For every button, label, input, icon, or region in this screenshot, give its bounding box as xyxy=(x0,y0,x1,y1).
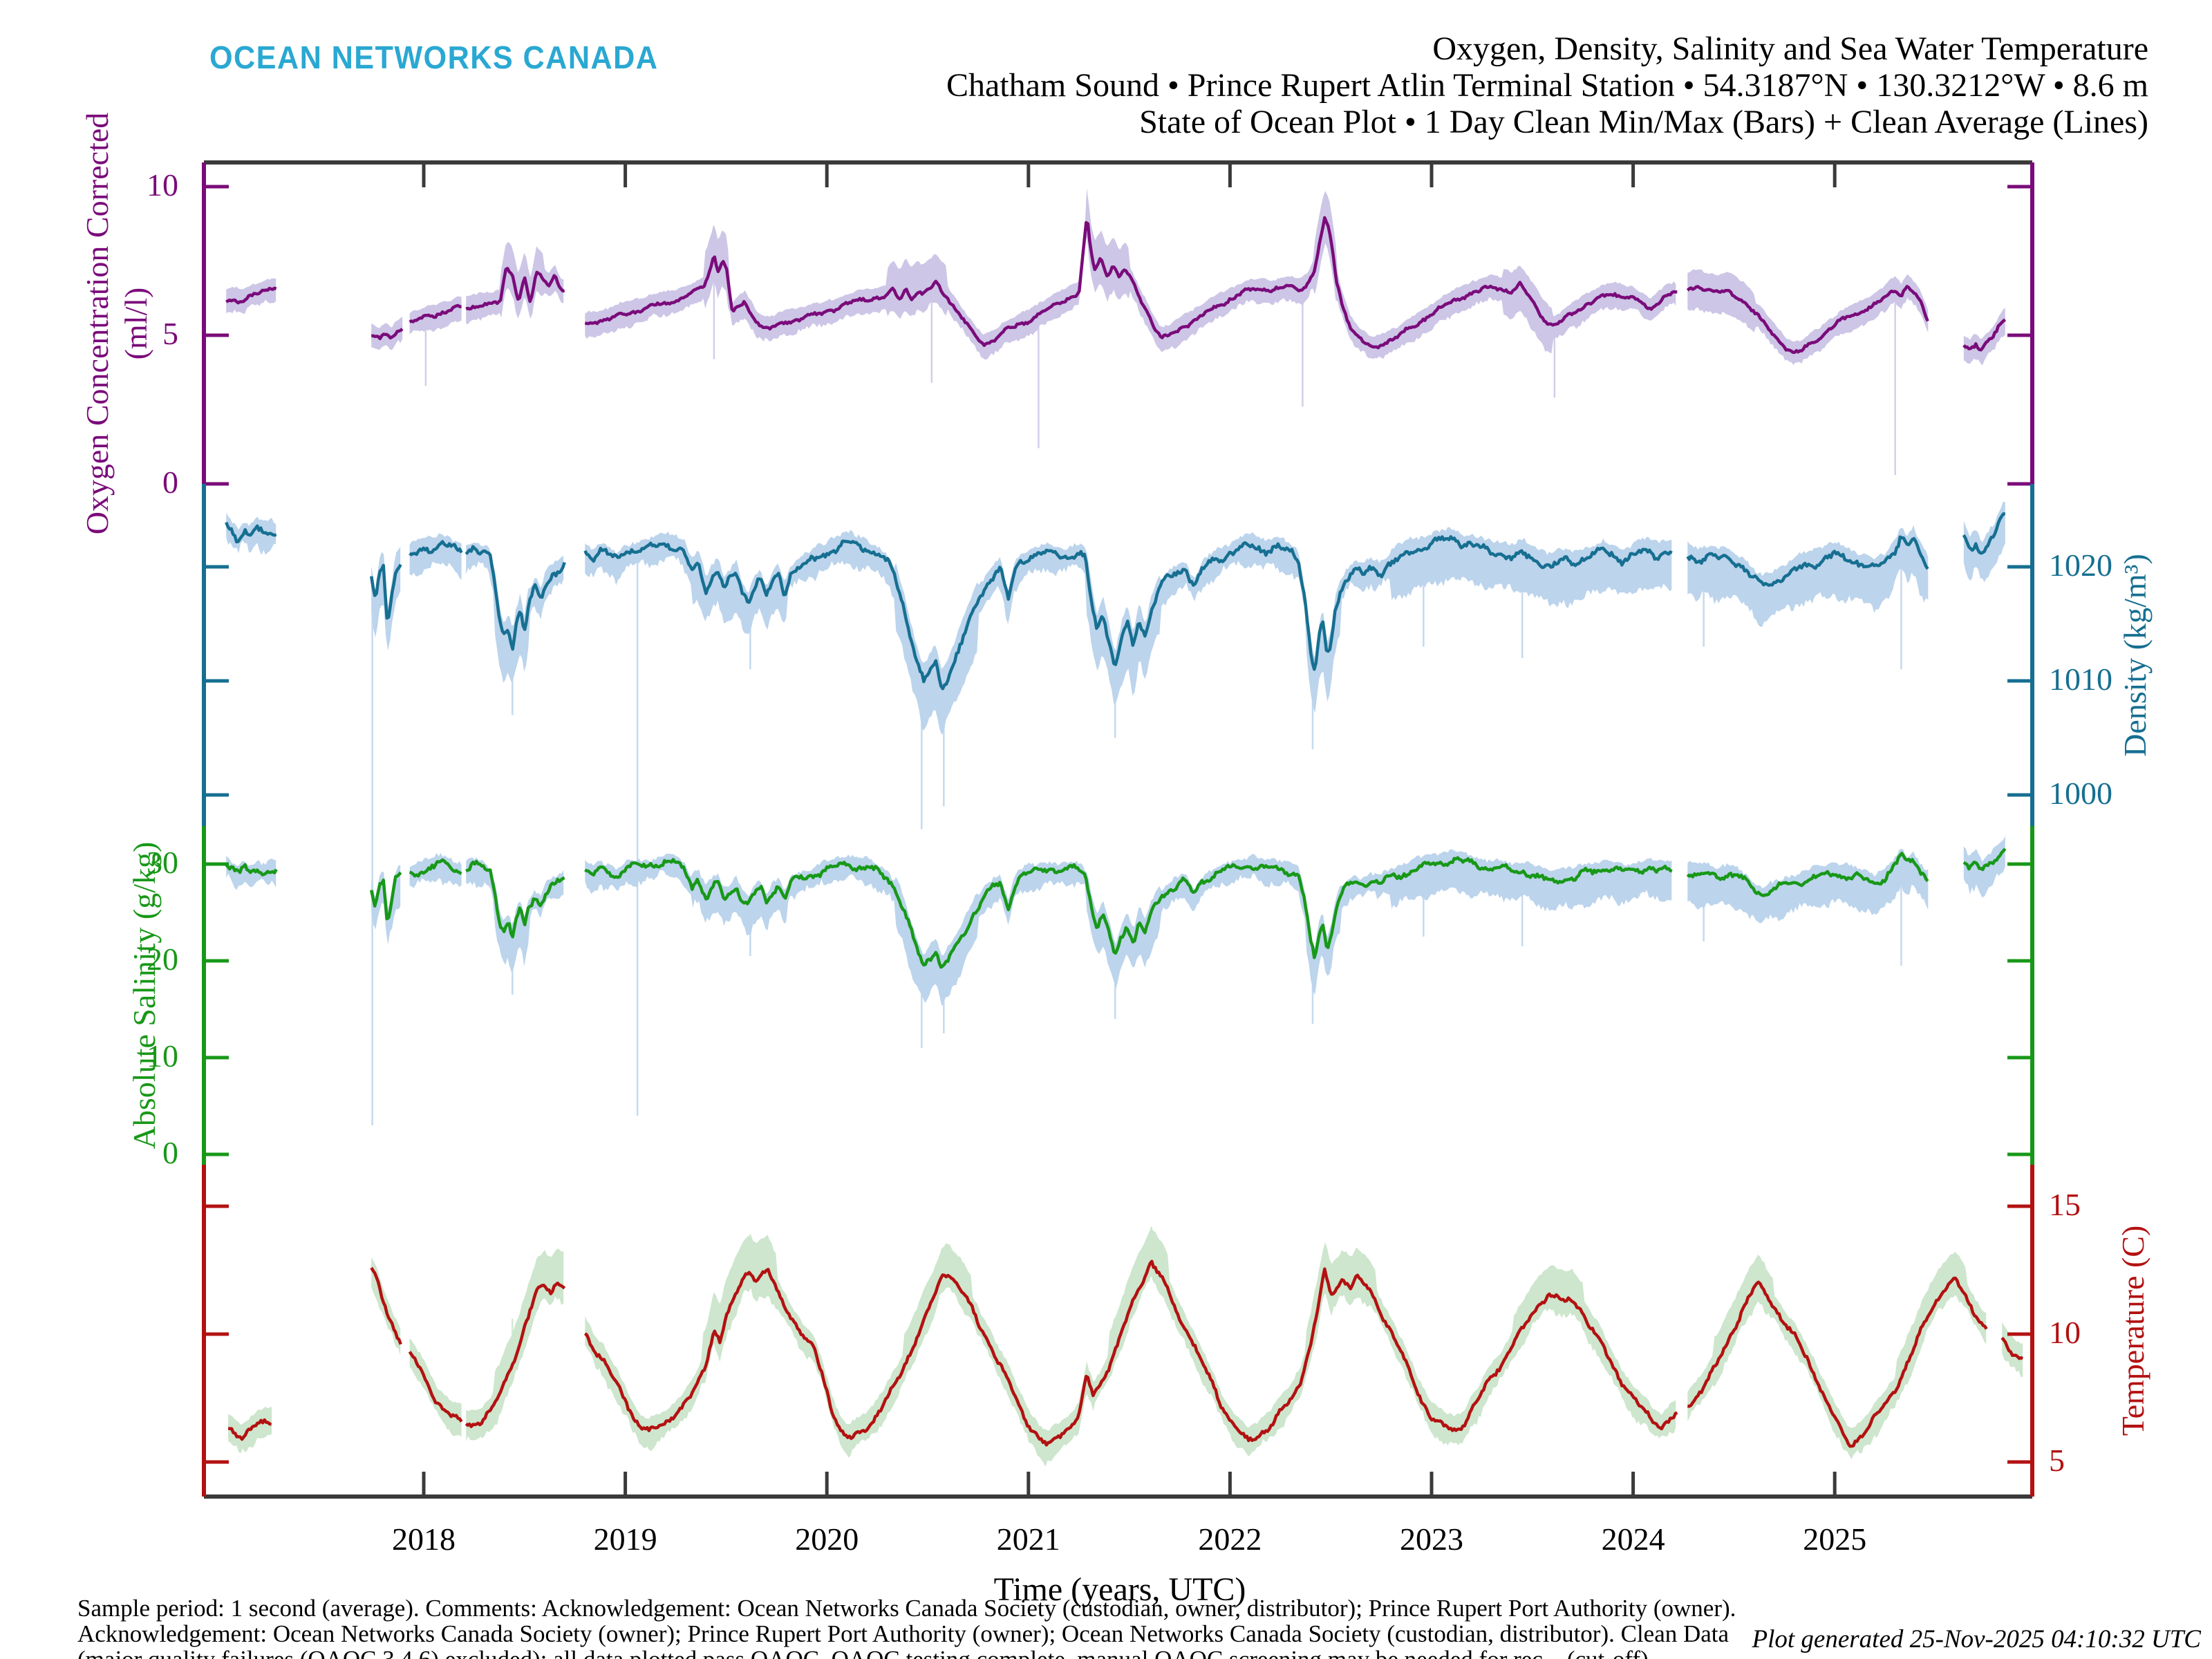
plot-frame xyxy=(202,160,2034,1499)
year-tick-label: 2024 xyxy=(1601,1521,1665,1557)
temperature-average-line xyxy=(2000,1336,2023,1360)
year-tick-label: 2025 xyxy=(1803,1521,1867,1557)
year-tick-label: 2019 xyxy=(593,1521,657,1557)
temperature-average-line xyxy=(1687,1276,1988,1448)
salinity-average-line xyxy=(409,858,462,878)
footer-line3: (major quality failures (QAQC 3,4,6) exc… xyxy=(77,1647,1736,1659)
oxygen-tick-label: 0 xyxy=(162,465,178,500)
salinity-tick-label: 0 xyxy=(162,1135,178,1170)
density-average-line xyxy=(369,563,402,620)
oxygen-tick-label: 5 xyxy=(162,316,178,351)
salinity-tick-label: 20 xyxy=(147,941,178,977)
density-minmax-band xyxy=(1687,525,1929,627)
oxygen-average-line xyxy=(1962,318,2007,352)
temperature-tick-label: 10 xyxy=(2049,1315,2081,1350)
plot-generated-timestamp: Plot generated 25-Nov-2025 04:10:32 UTC xyxy=(1752,1625,2201,1653)
density-average-line xyxy=(465,545,566,651)
density-average-line xyxy=(409,540,463,556)
plot-title-line3: State of Ocean Plot • 1 Day Clean Min/Ma… xyxy=(1139,104,2148,140)
plot-title-line1: Oxygen, Density, Salinity and Sea Water … xyxy=(1432,30,2148,67)
density-minmax-band xyxy=(1963,501,2005,583)
oxygen-axis-unit: (ml/l) xyxy=(118,287,153,359)
plot-title-block: Oxygen, Density, Salinity and Sea Water … xyxy=(946,30,2148,140)
x-axis-label: Time (years, UTC) xyxy=(993,1571,1246,1608)
temperature-minmax-band xyxy=(1687,1251,1987,1459)
temperature-minmax-band xyxy=(585,1226,1676,1467)
salinity-series xyxy=(225,836,2007,1125)
salinity-average-line xyxy=(465,859,565,939)
salinity-average-line xyxy=(584,856,1673,969)
temperature-average-line xyxy=(227,1418,272,1441)
plot-title-line2: Chatham Sound • Prince Rupert Atlin Term… xyxy=(946,67,2148,104)
temperature-series xyxy=(227,1226,2023,1467)
density-tick-label: 1000 xyxy=(2049,776,2112,811)
density-axis-label: Density (kg/m³) xyxy=(2117,553,2153,757)
density-average-line xyxy=(1686,535,1929,587)
salinity-average-line xyxy=(369,871,402,921)
temperature-minmax-band xyxy=(466,1248,564,1441)
salinity-average-line xyxy=(1686,852,1929,897)
salinity-minmax-band xyxy=(466,857,564,973)
density-average-line xyxy=(583,535,1673,691)
density-average-line xyxy=(1962,512,2005,555)
oxygen-average-line xyxy=(225,286,277,305)
salinity-average-line xyxy=(225,863,278,877)
oxygen-minmax-band xyxy=(1687,269,1929,365)
oxygen-average-line xyxy=(584,216,1678,350)
temperature-average-line xyxy=(583,1259,1678,1447)
temperature-average-line xyxy=(370,1266,402,1345)
density-series xyxy=(225,501,2005,909)
oxygen-average-line xyxy=(1686,285,1929,354)
temperature-tick-label: 5 xyxy=(2049,1443,2065,1478)
density-tick-label: 1020 xyxy=(2049,547,2112,583)
salinity-minmax-band xyxy=(585,849,1672,1006)
onc-logo: OCEAN NETWORKS CANADA xyxy=(209,39,659,75)
year-tick-label: 2023 xyxy=(1400,1521,1463,1557)
density-minmax-band xyxy=(466,543,564,684)
oxygen-axis-label: Oxygen Concentration Corrected xyxy=(79,112,115,534)
oxygen-average-line xyxy=(465,267,565,311)
oxygen-minmax-band xyxy=(1963,308,2005,366)
salinity-minmax-band xyxy=(409,852,462,888)
temperature-minmax-band xyxy=(2002,1322,2023,1378)
temperature-axis-label: Temperature (C) xyxy=(2115,1225,2150,1436)
oxygen-tick-label: 10 xyxy=(147,167,178,203)
temperature-tick-label: 15 xyxy=(2049,1187,2081,1222)
temperature-average-line xyxy=(408,1351,463,1423)
footer-line1: Sample period: 1 second (average). Comme… xyxy=(77,1595,1736,1622)
salinity-axis-label: Absolute Salinity (g/kg) xyxy=(126,841,162,1150)
footer-comments: Sample period: 1 second (average). Comme… xyxy=(77,1595,1736,1659)
salinity-tick-label: 10 xyxy=(147,1038,178,1074)
year-tick-label: 2022 xyxy=(1198,1521,1262,1557)
salinity-average-line xyxy=(1962,847,2007,872)
oxygen-average-line xyxy=(409,303,462,324)
density-average-line xyxy=(225,521,277,544)
salinity-tick-label: 30 xyxy=(147,845,178,880)
salinity-minmax-band xyxy=(1687,848,1929,924)
temperature-average-line xyxy=(465,1281,566,1429)
density-tick-label: 1010 xyxy=(2049,662,2112,697)
year-tick-label: 2020 xyxy=(795,1521,859,1557)
year-tick-label: 2018 xyxy=(392,1521,456,1557)
oxygen-series xyxy=(225,188,2007,476)
year-tick-label: 2021 xyxy=(996,1521,1060,1557)
oxygen-average-line xyxy=(371,328,404,341)
footer-line2: Acknowledgement: Ocean Networks Canada S… xyxy=(77,1620,1730,1647)
